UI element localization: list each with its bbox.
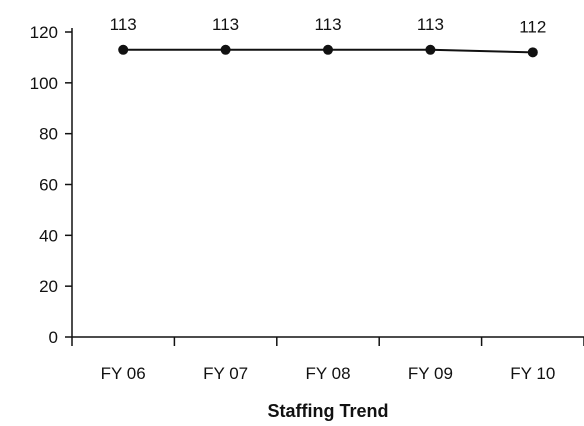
data-label: 112	[519, 17, 546, 36]
data-point	[220, 44, 231, 55]
y-tick-label: 40	[39, 226, 58, 245]
x-tick-label: FY 06	[101, 364, 146, 383]
data-point	[118, 44, 129, 55]
y-tick-label: 80	[39, 125, 58, 144]
x-axis: FY 06 FY 07 FY 08 FY 09 FY 10	[71, 336, 584, 383]
y-axis: 0 20 40 60 80 100 120	[30, 23, 73, 347]
y-tick-label: 100	[30, 74, 58, 93]
x-tick-label: FY 09	[408, 364, 453, 383]
y-tick-label: 20	[39, 277, 58, 296]
x-axis-title: Staffing Trend	[268, 401, 389, 421]
y-tick-label: 0	[49, 328, 58, 347]
data-point	[425, 44, 436, 55]
y-tick-label: 60	[39, 176, 58, 195]
data-label: 113	[314, 15, 341, 34]
x-tick-label: FY 08	[305, 364, 350, 383]
data-labels: 113 113 113 113 112	[110, 15, 547, 37]
data-label: 113	[212, 15, 239, 34]
data-label: 113	[417, 15, 444, 34]
data-label: 113	[110, 15, 137, 34]
data-point	[527, 47, 538, 58]
data-points	[118, 44, 538, 58]
data-point	[323, 44, 333, 55]
y-tick-label: 120	[30, 23, 58, 42]
x-tick-label: FY 07	[203, 364, 248, 383]
x-tick-label: FY 10	[510, 364, 555, 383]
